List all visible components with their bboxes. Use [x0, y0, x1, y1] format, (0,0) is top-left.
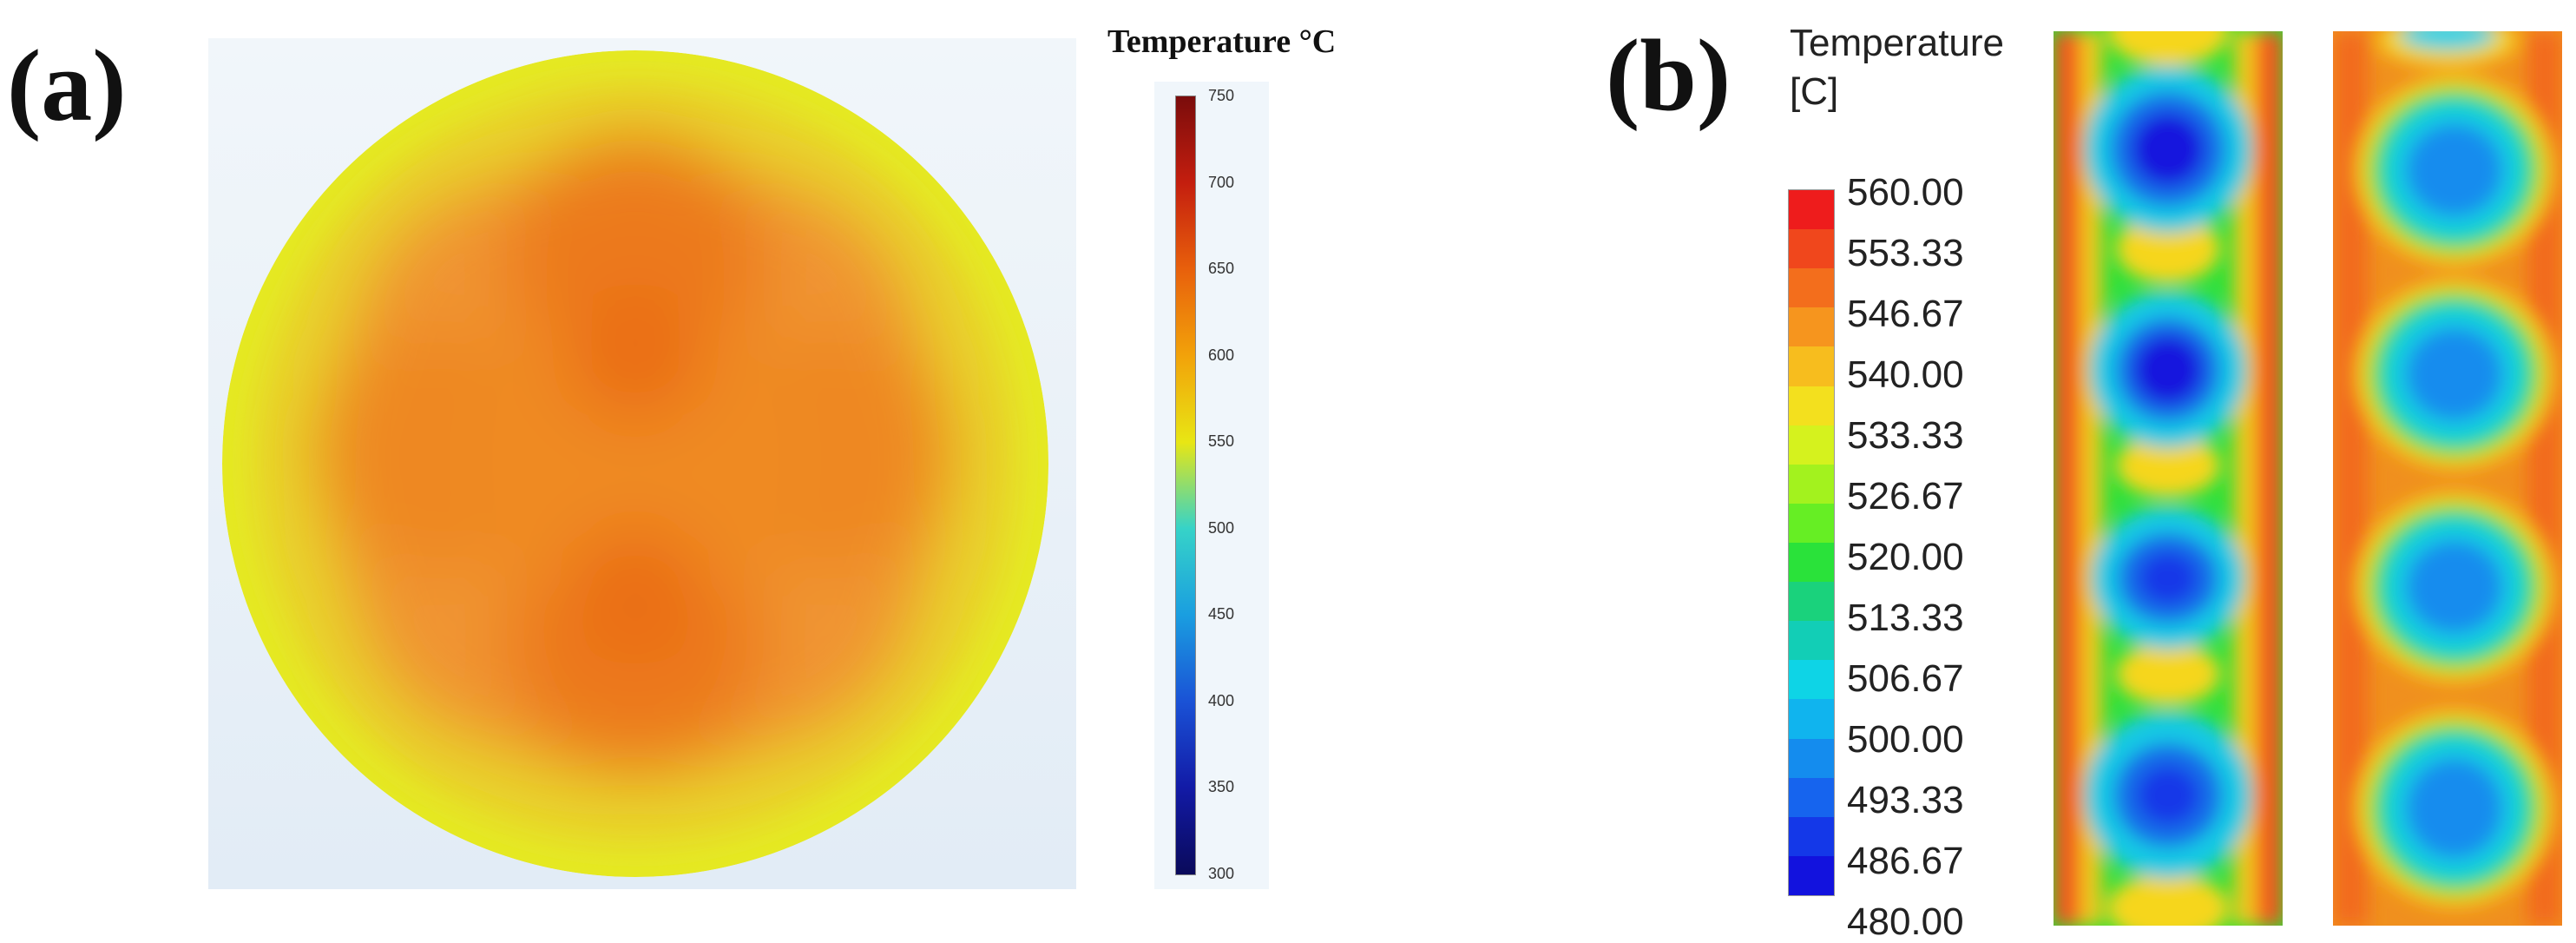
legend-b-color-segment: [1789, 307, 1834, 347]
legend-b-tick-label: 506.67: [1847, 657, 1964, 700]
legend-b-tick-label: 486.67: [1847, 840, 1964, 882]
panel-b-label: (b): [1606, 18, 1732, 132]
legend-b-tick-label: 546.67: [1847, 293, 1964, 335]
legend-b-tick-label: 480.00: [1847, 900, 1964, 943]
legend-b-color-segment: [1789, 582, 1834, 622]
legend-b-tick-label: 553.33: [1847, 232, 1964, 274]
temperature-contour-disk-panel: [208, 38, 1076, 889]
legend-b-color-segment: [1789, 542, 1834, 583]
legend-b-color-segment: [1789, 503, 1834, 543]
legend-b-color-segment: [1789, 621, 1834, 661]
strip-1-cold-cells: [2085, 66, 2251, 879]
legend-b-colorbar: [1788, 189, 1835, 896]
strip-2-cold-cells: [2357, 76, 2552, 906]
temperature-contour-strip-2: [2333, 31, 2562, 926]
legend-a-tick-label: 300: [1208, 865, 1235, 882]
legend-b-title: Temperature [C]: [1790, 19, 2004, 116]
legend-a-tick-label: 650: [1208, 260, 1235, 278]
legend-a-background: [1154, 82, 1269, 889]
legend-b-color-segment: [1789, 699, 1834, 739]
legend-b-color-segment: [1789, 660, 1834, 700]
legend-b-color-segment: [1789, 425, 1834, 465]
legend-b-tick-label: 500.00: [1847, 718, 1964, 761]
legend-a-colorbar: [1175, 96, 1196, 875]
legend-b-tick-label: 560.00: [1847, 171, 1964, 214]
legend-b-color-segment: [1789, 777, 1834, 817]
legend-b-color-segment: [1789, 346, 1834, 386]
legend-a-tick-label: 750: [1208, 87, 1235, 104]
legend-b-color-segment: [1789, 464, 1834, 504]
legend-a-tick-label: 600: [1208, 346, 1235, 364]
legend-b-title-line1: Temperature: [1790, 22, 2005, 64]
legend-b-color-segment: [1789, 855, 1834, 895]
legend-b-color-segment: [1789, 268, 1834, 308]
temperature-contour-disk: [222, 50, 1048, 877]
legend-b-tick-label: 493.33: [1847, 779, 1964, 821]
temperature-contour-strip-1: [2054, 31, 2283, 926]
disk-hot-core: [318, 137, 951, 776]
legend-b-title-line2: [C]: [1790, 70, 1839, 113]
legend-a-tick-label: 400: [1208, 691, 1235, 709]
legend-b-color-segment: [1789, 229, 1834, 269]
legend-a-tick-label: 500: [1208, 518, 1235, 537]
legend-b-color-segment: [1789, 386, 1834, 425]
legend-b-color-segment: [1789, 738, 1834, 778]
legend-b-tick-label: 513.33: [1847, 597, 1964, 639]
legend-a-tick-label: 450: [1208, 605, 1235, 623]
panel-a-label: (a): [7, 29, 127, 142]
legend-a-tick-label: 550: [1208, 432, 1235, 451]
legend-b-tick-label: 526.67: [1847, 475, 1964, 518]
legend-b-color-segment: [1789, 816, 1834, 856]
legend-a-tick-label: 350: [1208, 778, 1235, 796]
legend-a-title: Temperature °C: [1107, 23, 1337, 60]
legend-b-color-segment: [1789, 190, 1834, 230]
legend-a-tick-label: 700: [1208, 173, 1235, 191]
legend-b-tick-label: 540.00: [1847, 353, 1964, 396]
legend-b-tick-label: 520.00: [1847, 536, 1964, 578]
legend-b-tick-label: 533.33: [1847, 414, 1964, 457]
